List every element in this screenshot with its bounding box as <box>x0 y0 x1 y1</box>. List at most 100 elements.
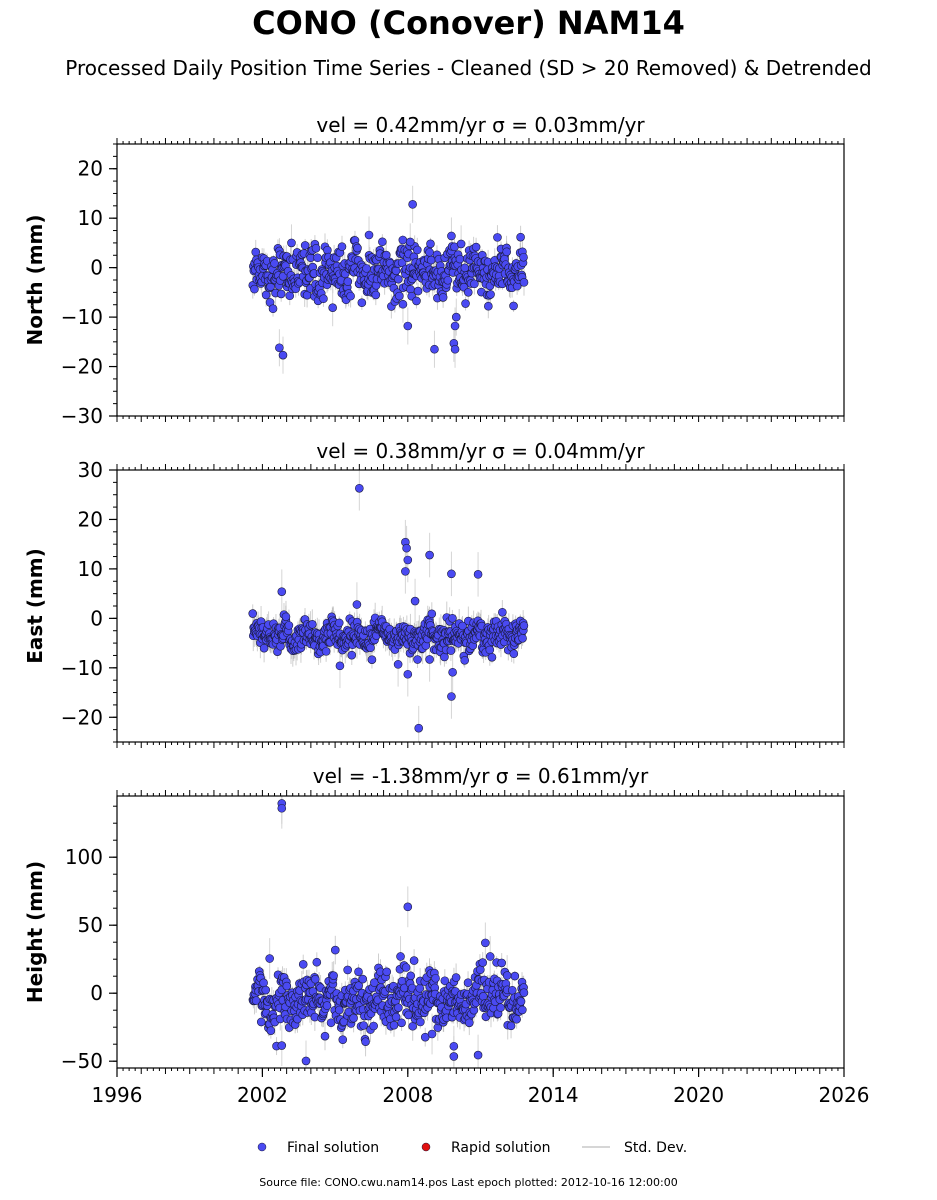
data-point <box>349 1013 358 1023</box>
outlier-point <box>410 596 420 606</box>
data-point <box>371 290 381 300</box>
data-point <box>259 643 269 653</box>
outlier-point <box>403 669 413 679</box>
data-point <box>413 286 423 296</box>
legend-label: Final solution <box>287 1140 379 1156</box>
data-point <box>391 266 401 276</box>
data-point <box>382 967 392 977</box>
data-point <box>330 945 340 955</box>
chart-subtitle: Processed Daily Position Time Series - C… <box>65 56 872 80</box>
data-point <box>347 650 357 660</box>
data-point <box>409 956 419 965</box>
data-point <box>334 618 344 628</box>
y-tick-label: 50 <box>78 913 103 937</box>
data-point <box>256 1017 266 1027</box>
y-tick-label: 20 <box>78 507 103 531</box>
data-point <box>496 1003 505 1012</box>
outlier-point <box>364 230 374 240</box>
data-point <box>461 299 470 308</box>
data-point <box>329 971 338 980</box>
data-point <box>471 242 481 252</box>
x-tick-label: 2008 <box>382 1083 433 1107</box>
data-point <box>369 1021 378 1031</box>
data-point <box>440 976 450 986</box>
data-point <box>425 248 434 257</box>
data-point <box>465 1018 474 1028</box>
y-tick-label: −20 <box>61 355 103 379</box>
data-point <box>357 298 367 308</box>
panel-title: vel = 0.38mm/yr σ = 0.04mm/yr <box>316 439 645 463</box>
data-point <box>451 973 461 982</box>
outlier-point <box>485 952 495 961</box>
data-point <box>311 974 320 984</box>
panel-2: −20 −10 0 10 20 30 vel = 0.38mm/yr σ = 0.04mm/… <box>23 439 845 748</box>
data-point <box>261 985 271 995</box>
y-axis-label: North (mm) <box>23 214 47 345</box>
panel-data <box>248 796 529 1068</box>
y-tick-label: −50 <box>61 1049 103 1073</box>
stddev-bars <box>252 796 525 1068</box>
outlier-point <box>502 971 512 980</box>
panel-3: 1996 2002 2008 2014 2020 2026 −50 0 50 100 vel = -… <box>23 764 869 1107</box>
data-point <box>406 971 416 981</box>
y-tick-label: −20 <box>61 705 103 729</box>
data-point <box>498 607 507 617</box>
outlier-point <box>398 299 408 309</box>
outlier-point <box>335 661 345 671</box>
x-tick-label: 1996 <box>92 1083 143 1107</box>
data-point <box>460 656 470 665</box>
y-tick-label: −30 <box>61 404 103 428</box>
legend-marker <box>421 1142 431 1152</box>
y-ticks <box>109 805 117 1062</box>
legend: Final solution Rapid solution Std. Dev. <box>257 1140 687 1156</box>
outlier-point <box>473 570 483 579</box>
data-point <box>250 284 259 294</box>
data-point <box>266 1026 276 1035</box>
data-point <box>460 263 470 273</box>
data-point <box>485 645 495 655</box>
outlier-point <box>265 954 274 963</box>
data-point <box>395 291 404 301</box>
panel-1: −30 −20 −10 0 10 20 vel = 0.42mm/yr σ = 0.03mm… <box>23 113 845 428</box>
data-point <box>486 290 495 299</box>
data-point <box>359 1021 368 1030</box>
y-tick-label: −10 <box>61 656 103 680</box>
data-point <box>284 621 294 630</box>
data-point <box>389 1020 399 1030</box>
data-point <box>319 294 328 304</box>
y-ticks <box>109 143 117 417</box>
y-tick-label: −10 <box>61 305 103 329</box>
data-point <box>346 291 355 301</box>
data-point <box>320 1031 330 1041</box>
data-point <box>391 1012 401 1022</box>
x-tick-label: 2020 <box>673 1083 724 1107</box>
outlier-point <box>355 483 364 493</box>
data-point <box>408 1021 418 1031</box>
data-point <box>398 235 408 245</box>
outlier-point <box>425 550 434 560</box>
outlier-point <box>287 238 296 248</box>
x-ticks <box>116 464 845 748</box>
outlier-point <box>403 902 413 912</box>
outlier-point <box>449 1052 459 1061</box>
outlier-point <box>425 655 434 664</box>
x-tick-label: 2002 <box>237 1083 288 1107</box>
data-point <box>394 274 403 284</box>
panel-data <box>248 185 529 374</box>
data-point <box>415 983 425 993</box>
outlier-point <box>275 343 284 353</box>
outlier-point <box>403 321 413 331</box>
y-tick-label: 0 <box>90 256 103 280</box>
data-point <box>259 978 268 988</box>
data-point <box>479 992 488 1001</box>
data-point <box>413 655 422 664</box>
data-point <box>338 1035 348 1044</box>
outlier-point <box>447 231 456 241</box>
y-axis-label: Height (mm) <box>23 861 47 1003</box>
source-footnote: Source file: CONO.cwu.nam14.pos Last epo… <box>259 1176 678 1189</box>
outlier-point <box>403 555 413 565</box>
data-point <box>394 1003 403 1012</box>
data-point <box>362 264 371 273</box>
data-point <box>412 245 422 255</box>
data-point <box>312 957 322 967</box>
